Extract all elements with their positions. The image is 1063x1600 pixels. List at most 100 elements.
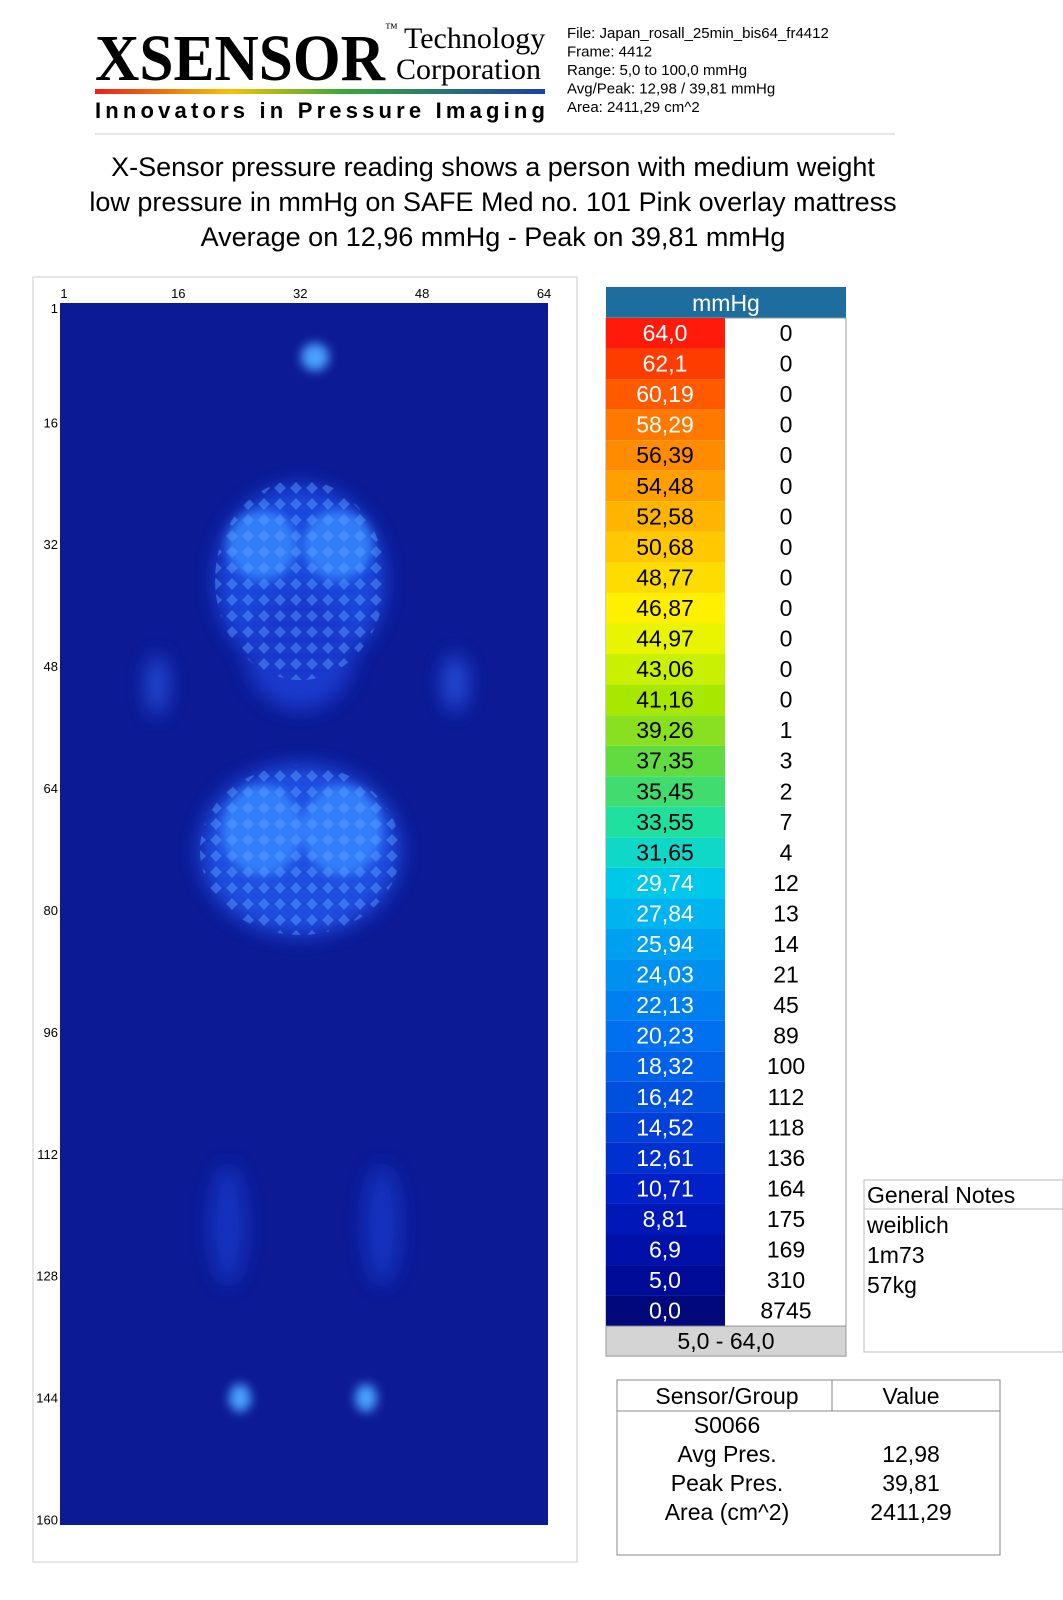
legend-label: 14,52 — [636, 1114, 694, 1140]
sensor-header: Value — [882, 1383, 939, 1409]
legend-label: 31,65 — [636, 839, 694, 865]
legend-swatch — [606, 1020, 725, 1052]
legend-swatch — [606, 929, 725, 960]
info-line: File: Japan_rosall_25min_bis64_fr4412 — [567, 25, 829, 42]
y-tick-label: 160 — [36, 1513, 58, 1528]
legend-count: 89 — [773, 1023, 799, 1049]
legend-count: 0 — [780, 626, 793, 652]
legend-swatch — [606, 409, 725, 441]
legend-count: 310 — [767, 1267, 805, 1293]
legend-label: 48,77 — [636, 564, 694, 590]
legend-swatch — [606, 623, 725, 655]
sensor-label: Area (cm^2) — [665, 1499, 790, 1525]
legend-count: 100 — [767, 1053, 805, 1079]
info-line: Area: 2411,29 cm^2 — [567, 99, 700, 116]
logo-brand: XSENSOR — [95, 22, 386, 95]
logo-line2: Corporation — [396, 53, 541, 86]
legend-label: 62,1 — [643, 351, 688, 377]
legend-swatch — [606, 867, 725, 899]
pressure-blobs — [147, 343, 467, 1412]
legend-count: 1 — [780, 717, 793, 743]
legend-label: 54,48 — [636, 473, 694, 499]
legend-count: 45 — [773, 992, 799, 1018]
legend-swatch — [606, 837, 725, 868]
legend-swatch — [606, 501, 725, 532]
legend-swatch — [606, 898, 725, 929]
legend-label: 41,16 — [636, 687, 694, 713]
legend-label: 33,55 — [636, 809, 694, 835]
legend-count: 0 — [780, 442, 793, 468]
logo-line1: Technology — [404, 22, 545, 55]
map-ticks: 1 16 32 48 64 1 16 32 48 64 80 96 112 128 144 160 — [36, 286, 551, 1528]
legend-swatch — [606, 1081, 725, 1113]
legend-count: 118 — [768, 1114, 805, 1140]
legend-swatch — [606, 1295, 725, 1327]
legend-label: 10,71 — [636, 1175, 694, 1201]
legend-count: 12 — [773, 870, 799, 896]
legend-count: 164 — [767, 1175, 806, 1201]
legend-count: 8745 — [760, 1298, 811, 1324]
notes-line: 57kg — [867, 1272, 917, 1298]
legend-count: 0 — [780, 656, 793, 682]
legend-label: 46,87 — [636, 595, 694, 621]
legend-count: 0 — [780, 473, 793, 499]
legend-swatch — [606, 592, 725, 624]
legend-label: 25,94 — [636, 931, 694, 957]
legend-label: 24,03 — [636, 962, 694, 988]
logo-tm: ™ — [385, 20, 398, 35]
legend-count: 112 — [768, 1084, 805, 1110]
title-line: low pressure in mmHg on SAFE Med no. 101… — [89, 187, 896, 217]
legend-label: 50,68 — [636, 534, 694, 560]
file-info: File: Japan_rosall_25min_bis64_fr4412 Fra… — [567, 25, 829, 116]
legend-swatch — [606, 715, 725, 746]
y-tick-label: 64 — [44, 781, 58, 796]
legend-label: 64,0 — [643, 320, 688, 346]
legend-swatch — [606, 348, 725, 380]
general-notes: General Notes weiblich 1m73 57kg — [866, 1182, 1015, 1298]
legend-count: 0 — [780, 595, 793, 621]
legend-label: 8,81 — [643, 1206, 688, 1232]
legend-swatch — [606, 531, 725, 563]
y-tick-label: 80 — [44, 903, 58, 918]
sensor-group: S0066 — [694, 1412, 761, 1438]
legend-count: 0 — [780, 687, 793, 713]
notes-line: weiblich — [866, 1212, 949, 1238]
legend-swatch — [606, 440, 725, 471]
legend-label: 27,84 — [636, 900, 694, 926]
legend-swatch — [606, 1112, 725, 1143]
info-line: Avg/Peak: 12,98 / 39,81 mmHg — [567, 81, 775, 98]
legend-swatch — [606, 379, 725, 410]
legend-swatch — [606, 470, 725, 502]
legend-range: 5,0 - 64,0 — [677, 1328, 774, 1354]
y-tick-label: 32 — [44, 537, 58, 552]
legend-swatch — [606, 562, 725, 593]
sensor-value: 39,81 — [882, 1470, 940, 1496]
legend-count: 0 — [780, 320, 793, 346]
legend-unit: mmHg — [692, 290, 760, 316]
legend-swatch — [606, 684, 725, 716]
legend-count: 2 — [780, 778, 793, 804]
title: X-Sensor pressure reading shows a person… — [89, 152, 896, 252]
legend-label: 39,26 — [636, 717, 694, 743]
legend-label: 52,58 — [636, 503, 694, 529]
legend-swatch — [606, 745, 725, 777]
legend-count: 0 — [780, 351, 793, 377]
legend-swatch — [606, 806, 725, 838]
legend-swatch — [606, 1234, 725, 1266]
legend-count: 169 — [767, 1237, 805, 1263]
legend-count: 21 — [773, 962, 799, 988]
logo-tagline: Innovators in Pressure Imaging — [95, 98, 545, 123]
legend-label: 43,06 — [636, 656, 694, 682]
legend-count: 136 — [767, 1145, 805, 1171]
legend-count: 0 — [780, 503, 793, 529]
x-tick-label: 32 — [293, 286, 307, 301]
legend-header — [606, 287, 846, 318]
legend-count: 0 — [780, 534, 793, 560]
legend-count: 0 — [780, 564, 793, 590]
legend-swatch — [606, 990, 725, 1021]
legend-swatch — [606, 318, 725, 349]
legend-label: 0,0 — [649, 1298, 681, 1324]
legend-count: 7 — [780, 809, 793, 835]
